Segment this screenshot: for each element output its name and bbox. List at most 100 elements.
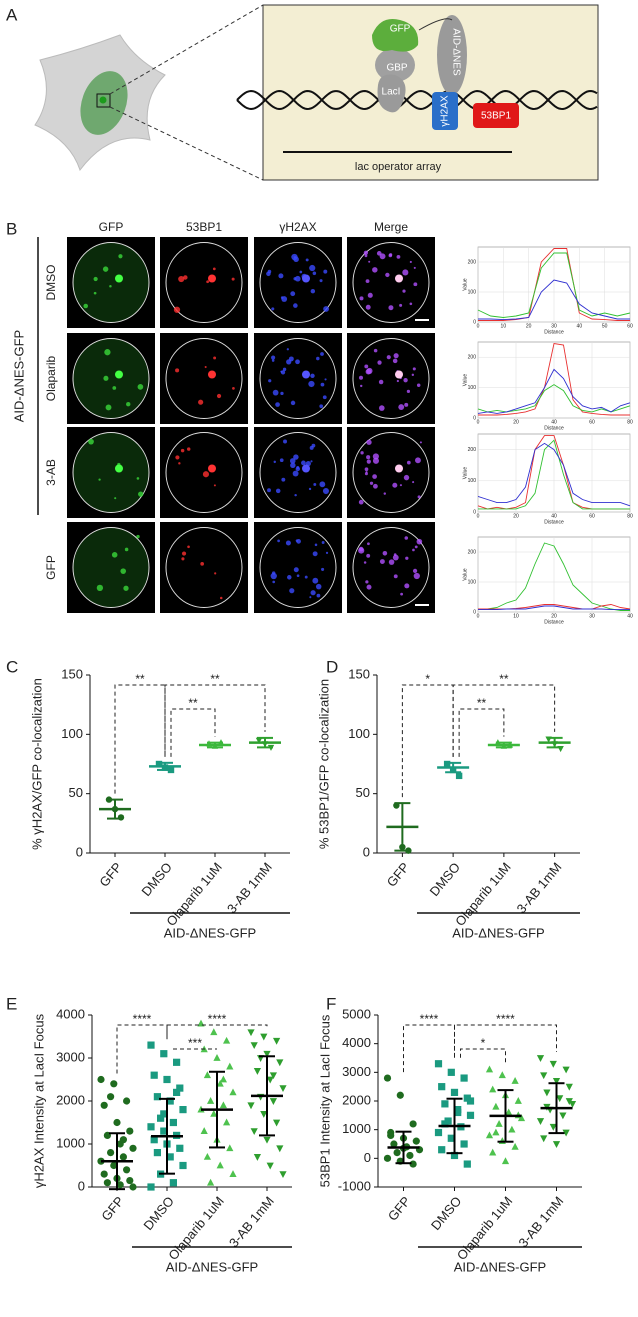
x-tick-label: GFP xyxy=(384,859,413,889)
point xyxy=(498,1071,506,1079)
cell-outline xyxy=(72,432,150,513)
point xyxy=(100,1170,108,1178)
diagram-label: GFP xyxy=(390,24,411,35)
significance-bracket xyxy=(403,1024,455,1073)
point xyxy=(169,1118,177,1127)
point xyxy=(559,1112,567,1120)
spot xyxy=(293,567,299,573)
point xyxy=(216,1079,224,1087)
significance-bracket xyxy=(452,684,556,757)
spot xyxy=(364,467,369,472)
profile-line xyxy=(478,605,630,611)
spot xyxy=(315,583,322,590)
spot xyxy=(280,370,283,373)
spot xyxy=(365,580,369,584)
point xyxy=(492,1128,500,1136)
spot xyxy=(323,306,329,312)
spot xyxy=(311,443,316,448)
x-axis-label: Distance xyxy=(544,619,564,625)
x-tick-label: 0 xyxy=(477,513,480,519)
spot xyxy=(365,471,368,474)
y-tick-label: 1000 xyxy=(342,1121,371,1136)
y-tick-label: 50 xyxy=(69,785,83,800)
spot xyxy=(319,279,323,283)
focus-spot xyxy=(208,274,216,283)
point xyxy=(447,1068,455,1076)
point xyxy=(219,1101,227,1109)
spot xyxy=(103,375,109,381)
point xyxy=(160,1110,168,1118)
spot xyxy=(216,393,222,399)
point xyxy=(107,1093,115,1101)
cell-outline xyxy=(259,242,337,323)
point xyxy=(273,1119,281,1127)
spot xyxy=(404,583,410,589)
point xyxy=(150,1136,158,1144)
point xyxy=(383,1154,392,1162)
point xyxy=(210,1109,218,1117)
point xyxy=(223,1118,231,1126)
spot xyxy=(308,487,312,491)
spot xyxy=(270,572,277,580)
spot xyxy=(283,439,288,444)
focus-spot xyxy=(208,370,216,379)
diagram-label: AID-ΔNES xyxy=(450,28,461,76)
point xyxy=(200,1127,208,1134)
spot xyxy=(114,497,117,500)
point xyxy=(219,1075,227,1083)
point xyxy=(508,1125,516,1133)
spot xyxy=(358,499,364,505)
point xyxy=(438,1146,446,1154)
point xyxy=(247,1029,255,1037)
point xyxy=(540,1072,548,1080)
spot xyxy=(271,359,275,362)
point xyxy=(562,1066,570,1074)
x-tick-label: 20 xyxy=(513,419,519,425)
cell-outline xyxy=(165,242,243,323)
point xyxy=(543,1089,551,1097)
x-tick-label: GFP xyxy=(96,859,125,889)
spot xyxy=(402,289,406,293)
point xyxy=(390,1140,398,1148)
focus-spot xyxy=(208,464,216,473)
point xyxy=(269,1072,277,1080)
significance-bracket xyxy=(401,684,454,798)
spot xyxy=(105,404,112,411)
spot xyxy=(281,296,288,302)
spot xyxy=(273,460,276,464)
point xyxy=(565,1098,573,1105)
spot xyxy=(231,277,235,281)
schematic: GFP GBP LacI AID-ΔNES γH2AX 53BP1 lac op… xyxy=(34,4,599,181)
point xyxy=(511,1076,519,1084)
spot xyxy=(293,454,299,460)
spot xyxy=(112,386,117,390)
y-tick-label: 0 xyxy=(364,1150,371,1165)
cell-outline xyxy=(165,338,243,419)
spot xyxy=(360,451,364,455)
point xyxy=(116,1181,124,1189)
spot xyxy=(388,253,393,258)
spot xyxy=(310,590,316,596)
spot xyxy=(409,302,413,306)
profile-line xyxy=(478,439,630,510)
spot xyxy=(295,359,300,365)
spot xyxy=(296,574,300,578)
spot xyxy=(386,355,391,360)
spot xyxy=(278,273,284,279)
spot xyxy=(282,367,287,372)
point xyxy=(447,1134,455,1142)
spot xyxy=(323,269,328,274)
spot xyxy=(369,481,374,485)
point xyxy=(450,1088,459,1096)
spot xyxy=(320,352,324,356)
spot xyxy=(406,460,411,465)
x-tick-label: 30 xyxy=(589,613,595,619)
spot xyxy=(290,462,296,469)
spot xyxy=(403,474,410,481)
spot xyxy=(385,272,390,278)
profile-line xyxy=(477,442,631,507)
point xyxy=(269,1098,277,1105)
focus-spot xyxy=(115,464,123,473)
spot xyxy=(173,306,181,313)
point xyxy=(216,1161,224,1169)
